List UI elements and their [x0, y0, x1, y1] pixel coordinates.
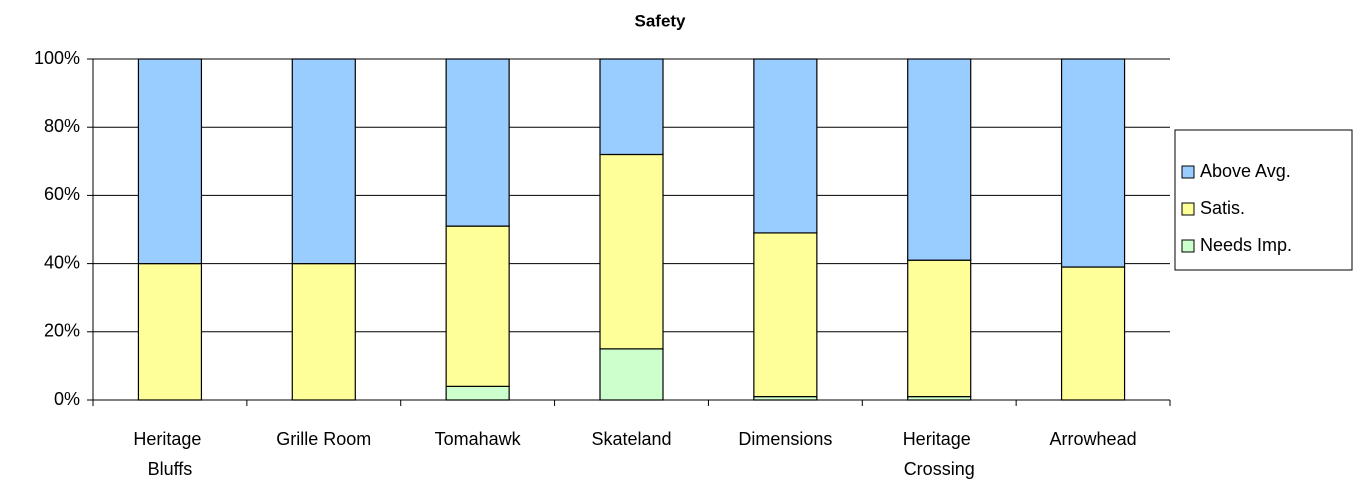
x-tick-label-line: Crossing	[904, 459, 975, 479]
y-tick-label: 100%	[34, 48, 80, 68]
bar-segment	[1060, 266, 1126, 401]
y-tick-label: 80%	[44, 116, 80, 136]
bar-segment	[445, 385, 510, 401]
x-tick-label: Grille Room	[276, 429, 371, 449]
bar-segment	[445, 225, 510, 387]
bar-segment	[907, 259, 972, 398]
bar-segment	[137, 58, 203, 265]
legend-label: Needs Imp.	[1200, 235, 1292, 255]
x-tick-label: Arrowhead	[1050, 429, 1137, 449]
y-tick-label: 20%	[44, 321, 80, 341]
legend-swatch	[1181, 165, 1195, 179]
legend-swatch	[1181, 202, 1195, 216]
bar-segment	[599, 348, 664, 401]
x-tick-label: Skateland	[591, 429, 671, 449]
bar-segment	[599, 153, 664, 350]
chart-title: Safety	[634, 11, 686, 30]
bar-segment	[599, 58, 664, 156]
y-tick-label: 40%	[44, 252, 80, 272]
legend-label: Satis.	[1200, 198, 1245, 218]
bar-segment	[291, 58, 356, 265]
legend-box	[1174, 129, 1353, 271]
y-tick-label: 0%	[54, 389, 80, 409]
x-tick-label: Dimensions	[738, 429, 832, 449]
x-tick-label-line: Bluffs	[148, 459, 193, 479]
bar-segment	[1060, 58, 1126, 268]
x-tick-label: Heritage Bluffs	[133, 429, 206, 479]
x-tick-label: Tomahawk	[435, 429, 522, 449]
bar-segment	[445, 58, 510, 227]
bar-segment	[137, 263, 203, 401]
bar-segment	[291, 263, 356, 401]
x-tick-label: Heritage Crossing	[903, 429, 976, 479]
legend-label: Above Avg.	[1200, 161, 1291, 181]
x-tick-label-line: Heritage	[903, 429, 976, 449]
y-tick-label: 60%	[44, 184, 80, 204]
x-tick-label-line: Heritage	[133, 429, 206, 449]
bar-segment	[753, 58, 818, 234]
bar-segment	[907, 58, 972, 261]
legend-swatch	[1181, 239, 1195, 253]
bar-segment	[753, 232, 818, 398]
